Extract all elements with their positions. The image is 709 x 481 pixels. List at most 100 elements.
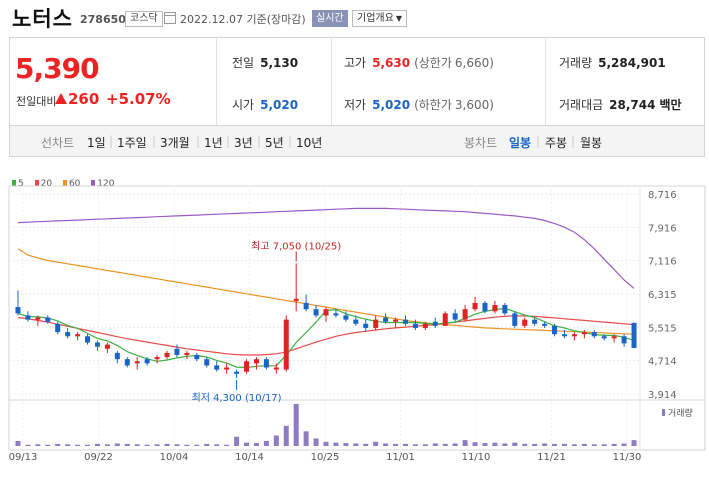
volume-bar xyxy=(15,440,21,446)
candle-body xyxy=(144,359,150,364)
candle-body xyxy=(55,323,61,333)
candle-weekly[interactable]: 주봉 xyxy=(545,136,568,150)
y-tick-label: 3,914 xyxy=(648,390,677,401)
candle-body xyxy=(224,367,230,370)
period-3m[interactable]: 3개월 xyxy=(160,136,190,150)
min-annotation: 최저 4,300 (10/17) xyxy=(192,392,282,404)
separator: | xyxy=(109,134,114,148)
period-1y[interactable]: 1년 xyxy=(204,136,223,150)
upper-limit-value: 6,660) xyxy=(454,56,494,70)
period-3y[interactable]: 3년 xyxy=(234,136,253,150)
volume-bar xyxy=(402,443,408,446)
prev-close-value: 5,130 xyxy=(260,56,299,70)
current-price: 5,390 xyxy=(15,52,100,85)
candle-body xyxy=(552,325,558,335)
separator: | xyxy=(571,134,576,148)
candle-body xyxy=(591,332,597,337)
candle-body xyxy=(631,322,637,348)
stock-header: 노터스 278650 코스닥 2022.12.07 기준(장마감) 실시간 기업… xyxy=(0,0,709,36)
candle-body xyxy=(373,319,379,328)
candle-daily[interactable]: 일봉 xyxy=(509,136,532,150)
candle-body xyxy=(124,359,130,366)
y-tick-label: 5,515 xyxy=(648,323,677,334)
open-cell: 시가 5,020 xyxy=(232,96,298,113)
volume-bar xyxy=(631,440,637,446)
open-label: 시가 xyxy=(232,98,255,112)
candle-body xyxy=(263,359,269,368)
candle-body xyxy=(412,323,418,328)
y-tick-label: 7,116 xyxy=(648,257,677,268)
candle-body xyxy=(492,305,498,312)
period-5y[interactable]: 5년 xyxy=(265,136,284,150)
open-value: 5,020 xyxy=(260,98,299,112)
stock-name: 노터스 xyxy=(12,7,73,31)
candle-body xyxy=(283,319,289,370)
divider xyxy=(331,38,332,126)
ma5-line xyxy=(17,307,635,369)
candle-body xyxy=(512,313,518,326)
company-overview-button[interactable]: 기업개요 ▼ xyxy=(352,10,407,27)
candle-body xyxy=(333,313,339,316)
volume-bar xyxy=(591,444,597,446)
candle-body xyxy=(104,344,110,349)
realtime-button[interactable]: 실시간 xyxy=(312,10,348,27)
volume-bar xyxy=(244,442,250,446)
candle-body xyxy=(532,319,538,324)
high-label: 고가 xyxy=(344,56,367,70)
volume-bar xyxy=(313,438,319,446)
legend-swatch xyxy=(34,180,39,186)
volume-bar xyxy=(85,444,91,446)
volume-bar xyxy=(144,444,150,446)
period-10y[interactable]: 10년 xyxy=(296,136,323,150)
volume-bar xyxy=(552,443,558,446)
candle-body xyxy=(522,319,528,326)
volume-bar xyxy=(492,442,498,446)
y-tick-label: 6,315 xyxy=(648,290,677,301)
volume-bar xyxy=(502,443,508,446)
volume-bar xyxy=(383,443,389,446)
volume-bar xyxy=(164,443,170,446)
volume-bar xyxy=(194,444,200,446)
candle-body xyxy=(253,359,259,364)
ma20-line xyxy=(17,315,635,356)
prev-close-label: 전일 xyxy=(232,56,255,70)
candle-body xyxy=(571,334,577,337)
amount-label: 거래대금 xyxy=(559,98,604,112)
candle-body xyxy=(383,317,389,322)
candle-body xyxy=(25,315,31,320)
prev-close-cell: 전일 5,130 xyxy=(232,54,298,71)
volume-bar xyxy=(611,443,617,446)
x-tick-label: 11/21 xyxy=(537,452,566,463)
candle-body xyxy=(601,336,607,339)
candle-body xyxy=(15,307,21,314)
volume-bar xyxy=(601,444,607,446)
volume-cell: 거래량 5,284,901 xyxy=(559,54,666,71)
upper-limit-label: (상한가 xyxy=(414,56,452,70)
lower-limit-label: (하한가 xyxy=(414,98,452,112)
candle-body xyxy=(174,348,180,356)
change-percent: +5.07% xyxy=(106,90,171,108)
candle-body xyxy=(214,365,220,370)
x-tick-label: 10/04 xyxy=(160,452,189,463)
legend-swatch xyxy=(91,180,96,186)
period-1w[interactable]: 1주일 xyxy=(117,136,147,150)
volume-label: 거래량 xyxy=(559,56,593,70)
volume-bar xyxy=(283,425,289,446)
volume-bar xyxy=(293,404,299,446)
candle-body xyxy=(134,361,140,364)
high-cell: 고가 5,630 (상한가 6,660) xyxy=(344,54,494,71)
amount-unit: 백만 xyxy=(659,98,682,112)
volume-bar xyxy=(234,436,240,446)
volume-bar xyxy=(472,442,478,446)
candle-monthly[interactable]: 월봉 xyxy=(580,136,603,150)
volume-bar xyxy=(452,443,458,446)
period-1d[interactable]: 1일 xyxy=(87,136,106,150)
separator: | xyxy=(196,134,201,148)
legend-swatch xyxy=(12,180,16,186)
volume-bar xyxy=(104,444,110,446)
volume-bar xyxy=(25,444,31,446)
separator: | xyxy=(536,134,541,148)
amount-value: 28,744 xyxy=(609,98,656,112)
volume-bar xyxy=(303,431,309,446)
volume-bar xyxy=(253,443,259,446)
